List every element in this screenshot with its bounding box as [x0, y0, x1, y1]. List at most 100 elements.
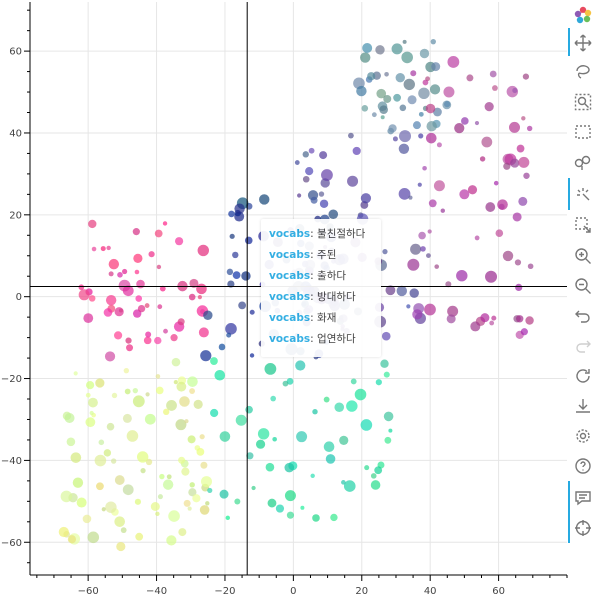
- hover-icon: [575, 491, 591, 506]
- data-point: [124, 388, 131, 395]
- data-point: [456, 269, 468, 282]
- data-point: [522, 73, 530, 80]
- data-point: [188, 488, 197, 497]
- save-icon: [576, 399, 590, 413]
- data-point: [362, 42, 373, 53]
- poly-select-tool[interactable]: [570, 150, 596, 174]
- settings-tool[interactable]: [570, 424, 596, 448]
- data-point: [284, 490, 296, 502]
- data-point: [305, 167, 314, 176]
- tooltip-value: 화재: [317, 312, 337, 324]
- data-point: [514, 259, 522, 266]
- data-point: [356, 85, 367, 97]
- data-point: [134, 498, 142, 505]
- data-point: [219, 489, 229, 499]
- data-point: [270, 395, 276, 402]
- data-point: [431, 62, 441, 72]
- data-point: [379, 105, 388, 114]
- data-point: [87, 531, 100, 544]
- data-point: [459, 189, 470, 200]
- data-point: [154, 336, 162, 345]
- data-point: [428, 199, 437, 208]
- data-point: [509, 121, 521, 133]
- box-select-tool[interactable]: [570, 120, 596, 144]
- data-point: [407, 95, 417, 105]
- data-point: [135, 532, 144, 541]
- data-point: [520, 328, 528, 336]
- data-point: [284, 462, 295, 473]
- pan-tool[interactable]: [570, 31, 596, 55]
- data-point: [188, 293, 196, 301]
- data-point: [150, 501, 160, 511]
- data-point: [424, 303, 436, 316]
- data-point: [200, 461, 208, 469]
- tap-active-indicator: [568, 178, 570, 210]
- data-point: [444, 101, 451, 108]
- data-point: [143, 336, 152, 345]
- crosshair-tool[interactable]: [570, 516, 596, 540]
- data-point: [412, 121, 421, 130]
- data-point: [132, 228, 140, 236]
- reset-tool[interactable]: [570, 364, 596, 388]
- data-point: [422, 165, 427, 171]
- bokeh-logo[interactable]: [570, 3, 596, 27]
- data-point: [78, 284, 85, 291]
- data-point: [525, 316, 534, 325]
- data-point: [325, 454, 336, 464]
- data-point: [502, 250, 514, 262]
- x-tick-label: −20: [214, 586, 235, 597]
- data-point: [101, 507, 106, 512]
- undo-tool[interactable]: [570, 304, 596, 328]
- data-point: [426, 120, 437, 132]
- data-point: [419, 48, 430, 59]
- zoom-in-tool[interactable]: [570, 244, 596, 268]
- data-point: [454, 123, 465, 134]
- hover-tool[interactable]: [570, 486, 596, 510]
- data-point: [181, 467, 190, 476]
- box-zoom-tool[interactable]: [570, 90, 596, 114]
- data-point: [157, 304, 163, 310]
- data-point: [422, 79, 429, 86]
- data-point: [339, 435, 349, 445]
- data-point: [518, 156, 530, 168]
- data-point: [238, 301, 247, 310]
- tap-tool[interactable]: [570, 182, 596, 206]
- data-point: [144, 303, 150, 308]
- data-point: [360, 419, 373, 431]
- crosshair-icon: [575, 520, 591, 536]
- help-tool[interactable]: [570, 454, 596, 478]
- data-point: [60, 490, 73, 503]
- data-point: [489, 320, 495, 326]
- data-point: [319, 199, 329, 208]
- data-point: [72, 477, 84, 488]
- save-tool[interactable]: [570, 394, 596, 418]
- data-point: [96, 482, 104, 491]
- data-point: [374, 466, 383, 475]
- data-point: [95, 378, 105, 388]
- redo-tool[interactable]: [570, 334, 596, 358]
- tooltip-row: vocabs: 출하다: [269, 270, 347, 282]
- data-point: [466, 74, 474, 82]
- data-point: [485, 270, 498, 283]
- reset-icon: [576, 369, 590, 383]
- data-point: [94, 454, 107, 467]
- data-point: [197, 295, 202, 300]
- data-point: [98, 439, 105, 446]
- data-point: [360, 193, 372, 204]
- data-point: [361, 105, 369, 112]
- lasso-select-tool[interactable]: [570, 60, 596, 84]
- data-point: [183, 499, 191, 507]
- data-point: [425, 132, 437, 144]
- data-point: [354, 388, 367, 401]
- data-point: [106, 422, 115, 431]
- data-point: [391, 43, 403, 55]
- tooltip-key: vocabs: [269, 291, 311, 303]
- y-tick-label: 60: [9, 47, 22, 58]
- data-point: [407, 258, 420, 271]
- zoom-out-tool[interactable]: [570, 274, 596, 298]
- data-point: [184, 419, 189, 424]
- y-tick-label: −40: [1, 456, 22, 467]
- data-point: [227, 280, 235, 288]
- data-point: [108, 271, 114, 277]
- point-draw-tool[interactable]: [570, 213, 596, 237]
